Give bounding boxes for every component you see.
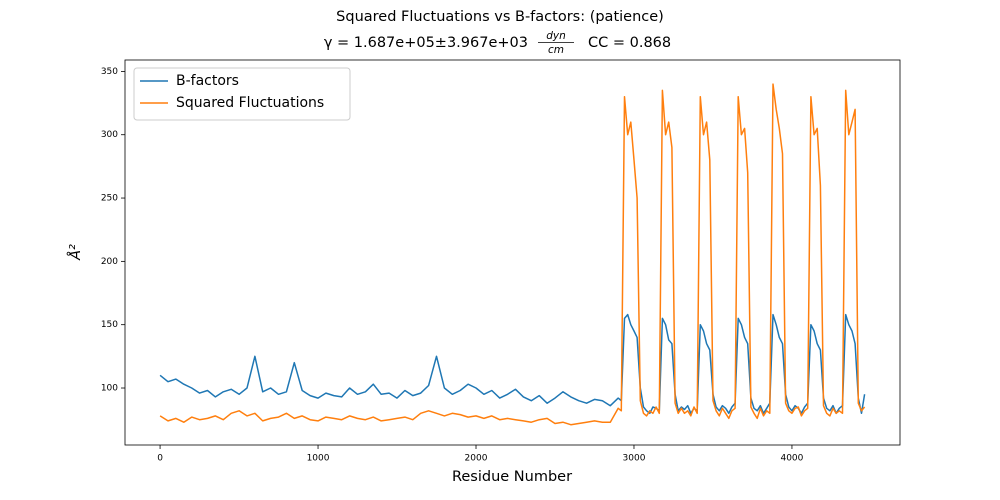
legend-label: B-factors [176,73,239,89]
series-line [159,83,866,426]
unit-denominator: cm [548,44,564,56]
chart-title: Squared Fluctuations vs B-factors: (pati… [336,9,664,25]
y-tick-label: 250 [101,194,118,204]
series-line [159,313,866,415]
axes-frame [124,59,901,446]
y-tick-label: 350 [101,67,118,77]
plot-area [159,83,866,426]
y-axis-label: Å² [67,244,84,261]
unit-numerator: dyn [546,30,566,42]
y-tick-label: 300 [101,130,118,140]
correlation: CC = 0.868 [588,35,671,51]
legend-box [133,67,351,121]
x-tick-label: 0 [157,454,163,464]
x-axis-label: Residue Number [452,469,572,485]
x-tick-label: 2000 [465,454,488,464]
y-tick-label: 100 [101,384,118,394]
x-tick-label: 3000 [623,454,646,464]
x-tick-label: 1000 [307,454,330,464]
y-tick-label: 200 [101,257,118,267]
x-tick-label: 4000 [780,454,803,464]
chart-subtitle: γ = 1.687e+05±3.967e+03 [324,35,528,51]
y-tick-label: 150 [101,320,118,330]
legend-label: Squared Fluctuations [176,95,324,111]
